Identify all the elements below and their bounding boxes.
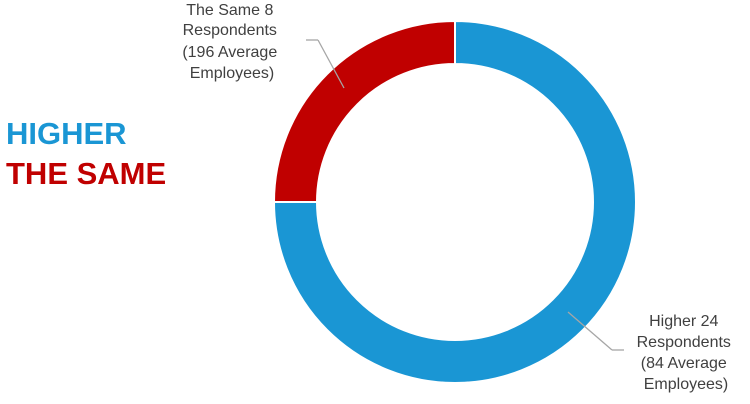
leader-line-higher bbox=[567, 311, 613, 351]
data-label-higher-line-2: Respondents bbox=[637, 334, 731, 351]
legend-entry-higher: HIGHER bbox=[6, 116, 127, 151]
data-label-higher: Higher 24 Respondents (84 Average Employ… bbox=[637, 313, 736, 393]
data-label-the-same: The Same 8 Respondents (196 Average Empl… bbox=[182, 2, 281, 82]
data-label-the-same-line-4: Employees) bbox=[190, 65, 274, 82]
data-label-higher-line-3: (84 Average bbox=[641, 355, 727, 372]
data-label-the-same-line-3: (196 Average bbox=[182, 44, 277, 61]
slice-the-same bbox=[272, 19, 456, 203]
data-label-the-same-line-1: The Same 8 bbox=[186, 2, 273, 19]
slice-higher bbox=[272, 19, 637, 384]
leader-line-the-same-2 bbox=[317, 39, 345, 89]
data-label-the-same-line-2: Respondents bbox=[183, 22, 277, 39]
legend-entry-the-same: THE SAME bbox=[6, 156, 167, 191]
data-label-higher-line-1: Higher 24 bbox=[649, 313, 718, 330]
data-label-higher-line-4: Employees) bbox=[644, 376, 728, 393]
legend: HIGHER THE SAME bbox=[6, 114, 166, 194]
